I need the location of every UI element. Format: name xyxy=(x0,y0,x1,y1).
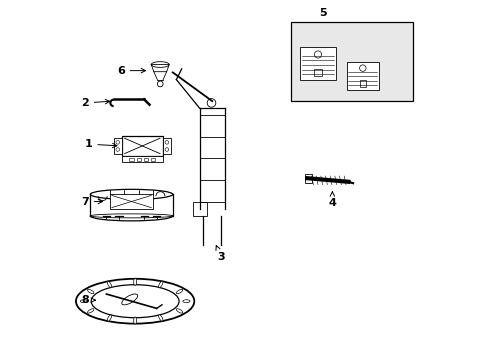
Bar xyxy=(151,158,155,161)
Bar xyxy=(143,158,148,161)
Text: 2: 2 xyxy=(81,98,109,108)
Circle shape xyxy=(207,99,215,107)
Circle shape xyxy=(314,51,321,58)
Circle shape xyxy=(116,148,119,151)
Ellipse shape xyxy=(176,289,183,294)
Bar xyxy=(192,202,206,216)
Ellipse shape xyxy=(133,278,136,285)
Ellipse shape xyxy=(76,279,194,324)
Text: 6: 6 xyxy=(117,66,145,76)
Ellipse shape xyxy=(158,315,163,321)
Text: 8: 8 xyxy=(81,295,95,305)
Bar xyxy=(346,62,378,90)
Circle shape xyxy=(116,140,119,144)
Ellipse shape xyxy=(107,281,111,288)
Ellipse shape xyxy=(122,294,138,305)
Circle shape xyxy=(359,65,366,71)
Bar xyxy=(129,158,133,161)
Text: 7: 7 xyxy=(81,197,102,207)
Bar xyxy=(300,47,335,80)
Ellipse shape xyxy=(133,317,136,324)
Text: 5: 5 xyxy=(319,8,326,18)
Ellipse shape xyxy=(176,309,183,313)
Ellipse shape xyxy=(87,289,94,294)
Bar xyxy=(136,158,141,161)
Circle shape xyxy=(165,140,168,144)
Bar xyxy=(110,194,153,209)
Ellipse shape xyxy=(87,309,94,313)
Bar xyxy=(314,69,321,76)
Bar xyxy=(359,80,366,87)
Bar xyxy=(114,138,122,154)
Bar xyxy=(122,136,163,156)
Ellipse shape xyxy=(80,300,87,303)
Bar xyxy=(290,22,412,101)
Ellipse shape xyxy=(90,189,172,199)
Bar xyxy=(305,174,311,183)
Bar xyxy=(122,156,163,162)
Text: 3: 3 xyxy=(216,246,224,262)
Circle shape xyxy=(157,81,163,87)
Text: 1: 1 xyxy=(84,139,117,149)
Ellipse shape xyxy=(151,62,169,67)
Text: 4: 4 xyxy=(328,192,336,208)
Ellipse shape xyxy=(107,315,111,321)
Ellipse shape xyxy=(183,300,190,303)
Circle shape xyxy=(165,148,168,151)
Bar xyxy=(163,138,170,154)
Ellipse shape xyxy=(158,281,163,288)
Ellipse shape xyxy=(91,285,179,318)
